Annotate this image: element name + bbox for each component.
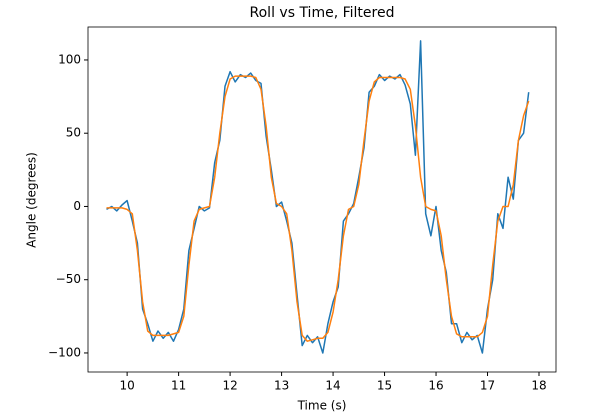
y-tick-label: −100 [48,345,81,359]
chart-title: Roll vs Time, Filtered [250,5,395,21]
y-tick-label: −50 [56,272,81,286]
y-tick-label: 50 [66,126,81,140]
x-tick-label: 12 [222,379,237,393]
x-tick-label: 11 [171,379,186,393]
x-tick-label: 13 [274,379,289,393]
x-tick-label: 10 [119,379,134,393]
x-tick-label: 18 [531,379,546,393]
x-tick-label: 14 [325,379,340,393]
x-tick-label: 17 [480,379,495,393]
x-tick-label: 15 [377,379,392,393]
y-tick-label: 0 [73,199,81,213]
x-axis-label: Time (s) [297,399,347,413]
axes-frame [87,26,557,373]
y-tick-label: 100 [58,52,81,66]
x-tick-label: 16 [428,379,443,393]
data-line [106,75,530,342]
y-axis-label: Angle (degrees) [25,152,39,248]
data-line [106,40,530,354]
